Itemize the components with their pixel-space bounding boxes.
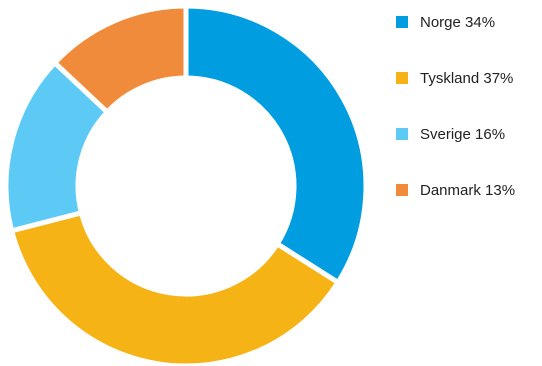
legend-label-norge: Norge 34% bbox=[420, 13, 496, 31]
chart-legend: Norge 34% Tyskland 37% Sverige 16% Danma… bbox=[396, 12, 515, 236]
legend-item-tyskland: Tyskland 37% bbox=[396, 68, 515, 88]
legend-item-danmark: Danmark 13% bbox=[396, 180, 515, 200]
donut-chart-plot bbox=[6, 3, 369, 366]
donut-slice-tyskland bbox=[8, 209, 342, 366]
legend-label-danmark: Danmark 13% bbox=[420, 181, 516, 199]
legend-swatch-sverige bbox=[396, 128, 408, 140]
legend-item-sverige: Sverige 16% bbox=[396, 124, 515, 144]
legend-label-tyskland: Tyskland 37% bbox=[420, 69, 514, 87]
legend-swatch-tyskland bbox=[396, 72, 408, 84]
legend-label-sverige: Sverige 16% bbox=[420, 125, 506, 143]
legend-item-norge: Norge 34% bbox=[396, 12, 515, 32]
donut-slice-norge bbox=[183, 3, 369, 286]
donut-slice-danmark bbox=[51, 3, 189, 116]
legend-swatch-norge bbox=[396, 16, 408, 28]
legend-swatch-danmark bbox=[396, 184, 408, 196]
